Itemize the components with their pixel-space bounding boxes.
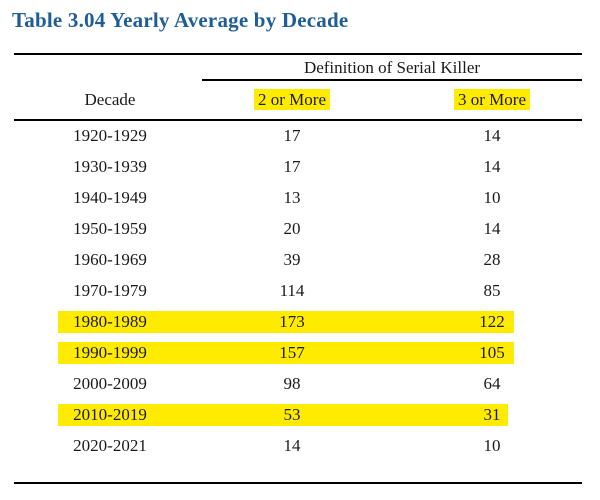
cell-three-or-more: 14 xyxy=(483,157,501,176)
cell-decade: 2000-2009 xyxy=(73,374,147,393)
column-header-decade: Decade xyxy=(60,90,160,110)
cell-three-or-more: 14 xyxy=(483,219,501,238)
table-row: 1930-1939 17 14 xyxy=(0,153,600,184)
cell-decade: 2010-2019 xyxy=(73,405,147,424)
table-row: 2010-2019 53 31 xyxy=(0,401,600,432)
column-header-three-or-more-label: 3 or More xyxy=(454,89,530,110)
cell-decade: 2020-2021 xyxy=(73,436,147,455)
cell-two-or-more: 17 xyxy=(283,157,301,176)
cell-three-or-more: 10 xyxy=(483,436,501,455)
cell-three-or-more: 10 xyxy=(483,188,501,207)
cell-two-or-more: 39 xyxy=(283,250,301,269)
column-header-decade-label: Decade xyxy=(84,90,136,109)
cell-three-or-more: 105 xyxy=(479,343,505,362)
cell-two-or-more: 17 xyxy=(283,126,301,145)
cell-two-or-more: 173 xyxy=(279,312,305,331)
cell-three-or-more: 64 xyxy=(483,374,501,393)
cell-two-or-more: 98 xyxy=(283,374,301,393)
cell-decade: 1990-1999 xyxy=(73,343,147,362)
group-header-rule xyxy=(202,79,582,81)
header-rule xyxy=(14,119,582,121)
table-row: 2000-2009 98 64 xyxy=(0,370,600,401)
cell-decade: 1950-1959 xyxy=(73,219,147,238)
cell-two-or-more: 14 xyxy=(283,436,301,455)
top-rule xyxy=(14,53,582,55)
bottom-rule xyxy=(14,482,582,484)
cell-decade: 1960-1969 xyxy=(73,250,147,269)
cell-three-or-more: 28 xyxy=(483,250,501,269)
cell-decade: 1970-1979 xyxy=(73,281,147,300)
table-row: 1960-1969 39 28 xyxy=(0,246,600,277)
cell-three-or-more: 14 xyxy=(483,126,501,145)
table-row: 1920-1929 17 14 xyxy=(0,122,600,153)
table-row: 1990-1999 157 105 xyxy=(0,339,600,370)
cell-two-or-more: 157 xyxy=(279,343,305,362)
cell-two-or-more: 53 xyxy=(283,405,301,424)
cell-two-or-more: 13 xyxy=(283,188,301,207)
column-header-three-or-more: 3 or More xyxy=(432,89,552,110)
column-header-two-or-more: 2 or More xyxy=(232,89,352,110)
cell-decade: 1980-1989 xyxy=(73,312,147,331)
cell-decade: 1930-1939 xyxy=(73,157,147,176)
cell-two-or-more: 114 xyxy=(279,281,305,300)
table-body: 1920-1929 17 14 1930-1939 17 14 1940-1949 13 10 1… xyxy=(0,122,600,463)
column-header-two-or-more-label: 2 or More xyxy=(254,89,330,110)
cell-three-or-more: 122 xyxy=(479,312,505,331)
cell-three-or-more: 85 xyxy=(483,281,501,300)
table-row: 2020-2021 14 10 xyxy=(0,432,600,463)
table-row: 1950-1959 20 14 xyxy=(0,215,600,246)
cell-three-or-more: 31 xyxy=(483,405,501,424)
cell-decade: 1940-1949 xyxy=(73,188,147,207)
table-row: 1940-1949 13 10 xyxy=(0,184,600,215)
cell-decade: 1920-1929 xyxy=(73,126,147,145)
table-title: Table 3.04 Yearly Average by Decade xyxy=(12,8,349,32)
cell-two-or-more: 20 xyxy=(283,219,301,238)
group-header: Definition of Serial Killer xyxy=(303,58,481,77)
table-row: 1970-1979 114 85 xyxy=(0,277,600,308)
table-row: 1980-1989 173 122 xyxy=(0,308,600,339)
